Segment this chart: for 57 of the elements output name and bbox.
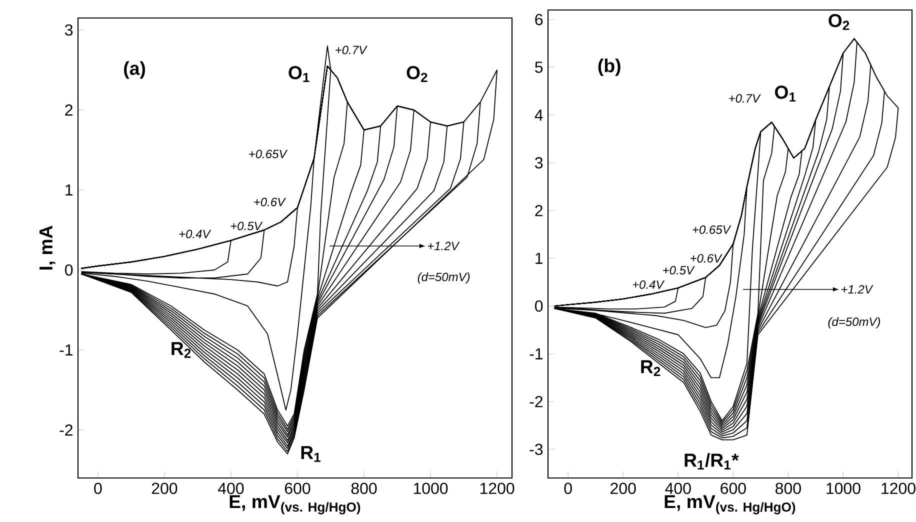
x-tick-label: 800 xyxy=(351,482,377,494)
x-tick-label: 200 xyxy=(610,482,636,494)
y-tick-label: 6 xyxy=(535,14,543,26)
annotation: (d=50mV) xyxy=(418,272,470,284)
x-tick-label: 0 xyxy=(94,482,102,494)
x-tick-label: 600 xyxy=(284,482,310,494)
y-tick-label: -1 xyxy=(60,344,73,356)
annotation: O$_{2}$ xyxy=(406,66,428,82)
y-tick-label: 5 xyxy=(535,62,543,73)
annotation: +0.6V xyxy=(690,254,722,263)
y-tick-label: -2 xyxy=(530,396,542,408)
annotation: (a) xyxy=(124,61,146,79)
annotation: +0.4V xyxy=(632,280,665,289)
y-tick-label: 1 xyxy=(536,252,543,264)
y-tick-label: 2 xyxy=(535,204,542,216)
y-tick-label: -1 xyxy=(530,348,543,360)
y-tick-label: 3 xyxy=(65,24,73,36)
annotation: O$_{2}$ xyxy=(828,14,850,30)
x-axis-title: $\text{\bfseries E, mV}_{\text{\bfseries (vs. Hg/HgO)}}$ xyxy=(230,495,360,514)
x-tick-label: 400 xyxy=(218,482,244,494)
annotation: +0.65V xyxy=(692,225,732,234)
y-tick-label: -2 xyxy=(60,424,72,436)
annotation: R$_{2}$ xyxy=(172,342,191,358)
annotation: +0.5V xyxy=(663,266,695,275)
annotation: +1.2V xyxy=(428,242,460,250)
annotation: +0.5V xyxy=(230,222,263,230)
x-tick-label: 0 xyxy=(564,482,572,494)
x-tick-label: 400 xyxy=(665,482,691,494)
annotation: +0.4V xyxy=(179,230,212,238)
annotation: O$_{1}$ xyxy=(774,86,796,102)
annotation: +1.2V xyxy=(841,285,874,294)
x-tick-label: 1000 xyxy=(414,482,448,494)
annotation: R$_{1}$/R$_{1}$* xyxy=(684,453,739,470)
x-tick-label: 200 xyxy=(152,482,178,494)
x-axis-title: $\text{\bfseries E, mV}_{\text{\bfseries (vs. Hg/HgO)}}$ xyxy=(664,495,796,514)
annotation: R$_{2}$ xyxy=(641,360,660,376)
y-tick-label: 4 xyxy=(534,110,543,121)
annotation: O$_{1}$ xyxy=(288,66,310,82)
annotation: +0.7V xyxy=(729,94,761,103)
y-tick-label: 0 xyxy=(65,264,73,276)
annotation: (b) xyxy=(598,58,620,76)
annotation: +0.6V xyxy=(254,198,286,206)
x-tick-label: 600 xyxy=(720,482,746,494)
y-axis-title: I, mA xyxy=(40,226,56,270)
annotation: +0.7V xyxy=(336,46,368,54)
y-tick-label: 0 xyxy=(535,300,543,312)
annotation: +0.65V xyxy=(249,150,288,158)
y-tick-label: 3 xyxy=(535,157,543,168)
x-tick-label: 1200 xyxy=(882,482,916,494)
annotation: R$_{1}$ xyxy=(301,446,320,462)
x-tick-label: 1200 xyxy=(480,482,514,494)
y-tick-label: 2 xyxy=(65,104,72,116)
annotation: (d=50mV) xyxy=(828,317,880,328)
y-tick-label: 1 xyxy=(66,184,73,196)
x-tick-label: 800 xyxy=(776,482,801,494)
y-tick-label: -3 xyxy=(530,444,543,455)
x-tick-label: 1000 xyxy=(826,482,860,494)
